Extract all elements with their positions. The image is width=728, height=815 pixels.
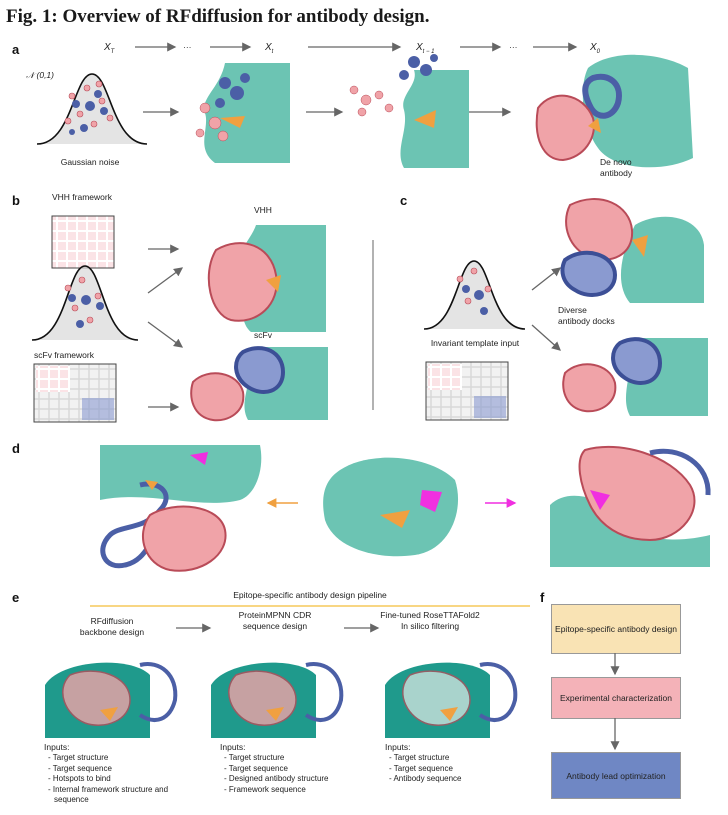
- protein-structure-xt-1: [349, 54, 469, 168]
- vhh-caption: VHH: [254, 205, 272, 215]
- scfv-framework-caption: scFv framework: [34, 350, 94, 360]
- flow-box-characterization: Experimental characterization: [551, 677, 681, 719]
- noise-symbol: 𝒩 (0,1): [26, 70, 54, 80]
- stage-2-inputs: Inputs: Target structure Target sequence…: [220, 742, 350, 795]
- stage-1-inputs: Inputs: Target structure Target sequence…: [44, 742, 184, 806]
- gaussian-curve-c-icon: [423, 260, 526, 330]
- step-ellipsis-1: ···: [183, 42, 192, 52]
- gaussian-curve-b-icon: [31, 265, 139, 341]
- template-caption: Invariant template input: [430, 338, 520, 348]
- step-ellipsis-2: ···: [509, 42, 518, 52]
- panel-b-label: b: [12, 193, 20, 208]
- stage-3-input: Target structure: [385, 753, 515, 764]
- stage-1-input: Target structure: [44, 753, 184, 764]
- epitope-right-structure: [550, 446, 711, 567]
- vhh-structure: [207, 225, 326, 332]
- stage-2-input: Framework sequence: [220, 785, 350, 796]
- de-novo-antibody-structure: [535, 54, 693, 168]
- stage-3-structure: [385, 662, 518, 738]
- protein-structure-xt: [195, 63, 290, 163]
- panel-d-label: d: [12, 441, 20, 456]
- stage-1-input: Internal framework structure and sequenc…: [44, 785, 184, 806]
- flow-box-optimization: Antibody lead optimization: [551, 752, 681, 799]
- scfv-structure: [190, 346, 328, 422]
- stage-1-inputs-label: Inputs:: [44, 742, 70, 752]
- step-xt: Xt: [265, 42, 274, 55]
- epitope-left-structure: [100, 445, 262, 572]
- stage-3-input: Target sequence: [385, 764, 515, 775]
- stage-2-input: Target structure: [220, 753, 350, 764]
- pipeline-title: Epitope-specific antibody design pipelin…: [233, 590, 387, 600]
- stage-3-title: Fine-tuned RoseTTAFold2 In silico filter…: [380, 610, 480, 631]
- stage-2-title: ProteinMPNN CDR sequence design: [238, 610, 312, 631]
- final-caption: De novo antibody: [600, 157, 633, 178]
- stage-2-input: Designed antibody structure: [220, 774, 350, 785]
- stage-1-input: Hotspots to bind: [44, 774, 184, 785]
- stage-1-structure: [45, 662, 178, 738]
- step-xT: XT: [104, 42, 115, 55]
- stage-3-inputs: Inputs: Target structure Target sequence…: [385, 742, 515, 785]
- dock-structure-2: [562, 337, 708, 416]
- panel-f-label: f: [540, 590, 545, 605]
- scfv-framework-matrix: [33, 363, 117, 423]
- step-x0: X0: [590, 42, 601, 55]
- panel-e-label: e: [12, 590, 20, 605]
- stage-3-input: Antibody sequence: [385, 774, 515, 785]
- stage-2-input: Target sequence: [220, 764, 350, 775]
- stage-1-title: RFdiffusion backbone design: [79, 616, 145, 637]
- gaussian-curve-icon: [36, 73, 148, 145]
- template-matrix: [425, 361, 509, 421]
- step-xt-minus-1: Xt − 1: [416, 42, 435, 55]
- target-structure-center: [323, 457, 459, 557]
- scfv-caption: scFv: [254, 330, 272, 340]
- stage-3-inputs-label: Inputs:: [385, 742, 411, 752]
- panel-a-label: a: [12, 42, 20, 57]
- stage-1-input: Target sequence: [44, 764, 184, 775]
- vhh-framework-matrix: [51, 215, 115, 269]
- panel-c-label: c: [400, 193, 408, 208]
- vhh-framework-caption: VHH framework: [52, 192, 112, 202]
- flow-box-design: Epitope-specific antibody design: [551, 604, 681, 654]
- docks-caption: Diverse antibody docks: [558, 305, 615, 326]
- figure-title: Fig. 1: Overview of RFdiffusion for anti…: [6, 6, 430, 27]
- stage-2-inputs-label: Inputs:: [220, 742, 246, 752]
- stage-2-structure: [211, 662, 344, 738]
- dock-structure-1: [560, 198, 704, 303]
- noise-caption: Gaussian noise: [60, 157, 120, 167]
